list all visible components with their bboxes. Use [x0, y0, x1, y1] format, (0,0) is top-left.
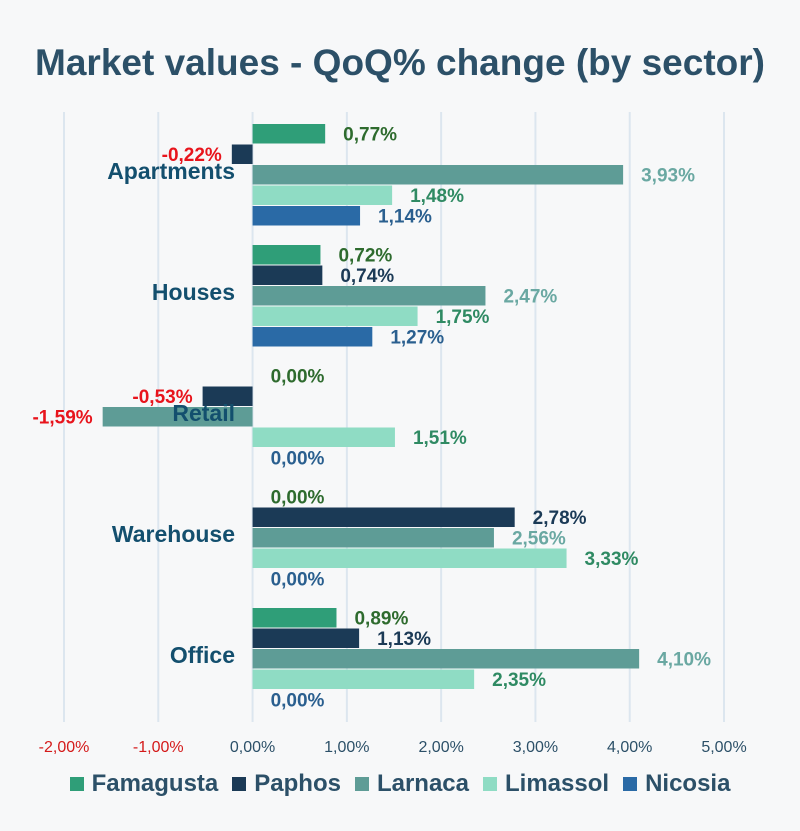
bar-warehouse-larnaca [252, 528, 494, 548]
data-label-retail-nicosia: 0,00% [271, 449, 325, 470]
legend-swatch-paphos [232, 777, 247, 791]
legend-swatch-larnaca [354, 777, 369, 791]
data-label-retail-paphos: -0,53% [132, 387, 192, 408]
bar-retail-limassol [252, 427, 395, 447]
data-label-warehouse-limassol: 3,33% [585, 549, 639, 570]
x-tick-label-3-00: 3,00% [513, 739, 558, 756]
legend-item-larnaca: Larnaca [354, 770, 470, 798]
data-label-retail-famagusta: 0,00% [271, 367, 325, 388]
data-label-houses-paphos: 0,74% [340, 266, 394, 287]
bar-retail-larnaca [102, 407, 253, 427]
legend-label-limassol: Limassol [505, 770, 610, 797]
x-tick-label-1-00: 1,00% [324, 739, 369, 756]
bar-houses-paphos [252, 265, 323, 285]
data-label-office-nicosia: 0,00% [271, 691, 325, 712]
data-label-apartments-larnaca: 3,93% [641, 166, 695, 187]
bar-apartments-limassol [252, 185, 393, 205]
legend-label-paphos: Paphos [254, 770, 341, 797]
chart-legend: Famagusta Paphos Larnaca Limassol Nicosi… [0, 770, 800, 798]
bar-warehouse-paphos [252, 507, 515, 527]
data-label-houses-larnaca: 2,47% [503, 287, 557, 308]
x-tick-label-2-00: -2,00% [39, 739, 90, 756]
category-label-retail: Retail [172, 400, 235, 426]
data-label-warehouse-larnaca: 2,56% [512, 529, 566, 550]
data-label-houses-limassol: 1,75% [436, 307, 490, 328]
legend-item-famagusta: Famagusta [69, 770, 219, 798]
legend-item-paphos: Paphos [232, 770, 341, 798]
legend-swatch-famagusta [69, 777, 84, 791]
data-label-apartments-paphos: -0,22% [162, 145, 222, 166]
category-label-houses: Houses [152, 279, 235, 305]
x-tick-label-2-00: 2,00% [418, 739, 463, 756]
data-label-apartments-nicosia: 1,14% [378, 207, 432, 228]
data-label-apartments-famagusta: 0,77% [343, 125, 397, 146]
legend-label-larnaca: Larnaca [376, 770, 470, 797]
bar-houses-larnaca [252, 286, 486, 306]
legend-label-famagusta: Famagusta [91, 770, 219, 797]
data-label-office-limassol: 2,35% [492, 670, 546, 691]
data-label-apartments-limassol: 1,48% [410, 186, 464, 207]
legend-swatch-nicosia [623, 777, 638, 791]
legend-item-nicosia: Nicosia [623, 770, 730, 798]
data-label-retail-larnaca: -1,59% [32, 408, 92, 429]
category-label-office: Office [170, 642, 235, 668]
data-label-office-larnaca: 4,10% [657, 650, 711, 671]
bar-apartments-famagusta [252, 124, 326, 144]
data-label-office-famagusta: 0,89% [354, 609, 408, 630]
category-label-warehouse: Warehouse [112, 521, 235, 547]
legend-swatch-limassol [483, 777, 498, 791]
legend-item-limassol: Limassol [483, 770, 609, 798]
x-tick-label-1-00: -1,00% [133, 739, 184, 756]
data-label-warehouse-famagusta: 0,00% [271, 488, 325, 509]
data-label-office-paphos: 1,13% [377, 629, 431, 650]
bar-apartments-paphos [231, 144, 253, 164]
bar-houses-nicosia [252, 327, 373, 347]
bar-office-paphos [252, 628, 360, 648]
bar-office-limassol [252, 669, 475, 689]
data-label-houses-nicosia: 1,27% [390, 328, 444, 349]
bar-office-famagusta [252, 608, 337, 628]
bar-warehouse-limassol [252, 548, 567, 568]
legend-label-nicosia: Nicosia [645, 770, 731, 797]
bar-retail-paphos [202, 386, 253, 406]
bar-office-larnaca [252, 649, 640, 669]
data-label-retail-limassol: 1,51% [413, 428, 467, 449]
bar-apartments-nicosia [252, 206, 361, 226]
bar-houses-famagusta [252, 245, 321, 265]
bar-houses-limassol [252, 306, 418, 326]
x-tick-label-4-00: 4,00% [607, 739, 652, 756]
bar-apartments-larnaca [252, 165, 624, 185]
chart-title: Market values - QoQ% change (by sector) [35, 42, 765, 83]
x-tick-label-5-00: 5,00% [701, 739, 746, 756]
category-label-apartments: Apartments [107, 158, 235, 184]
x-tick-label-0-00: 0,00% [230, 739, 275, 756]
data-label-houses-famagusta: 0,72% [338, 246, 392, 267]
data-label-warehouse-nicosia: 0,00% [271, 570, 325, 591]
data-label-warehouse-paphos: 2,78% [533, 508, 587, 529]
